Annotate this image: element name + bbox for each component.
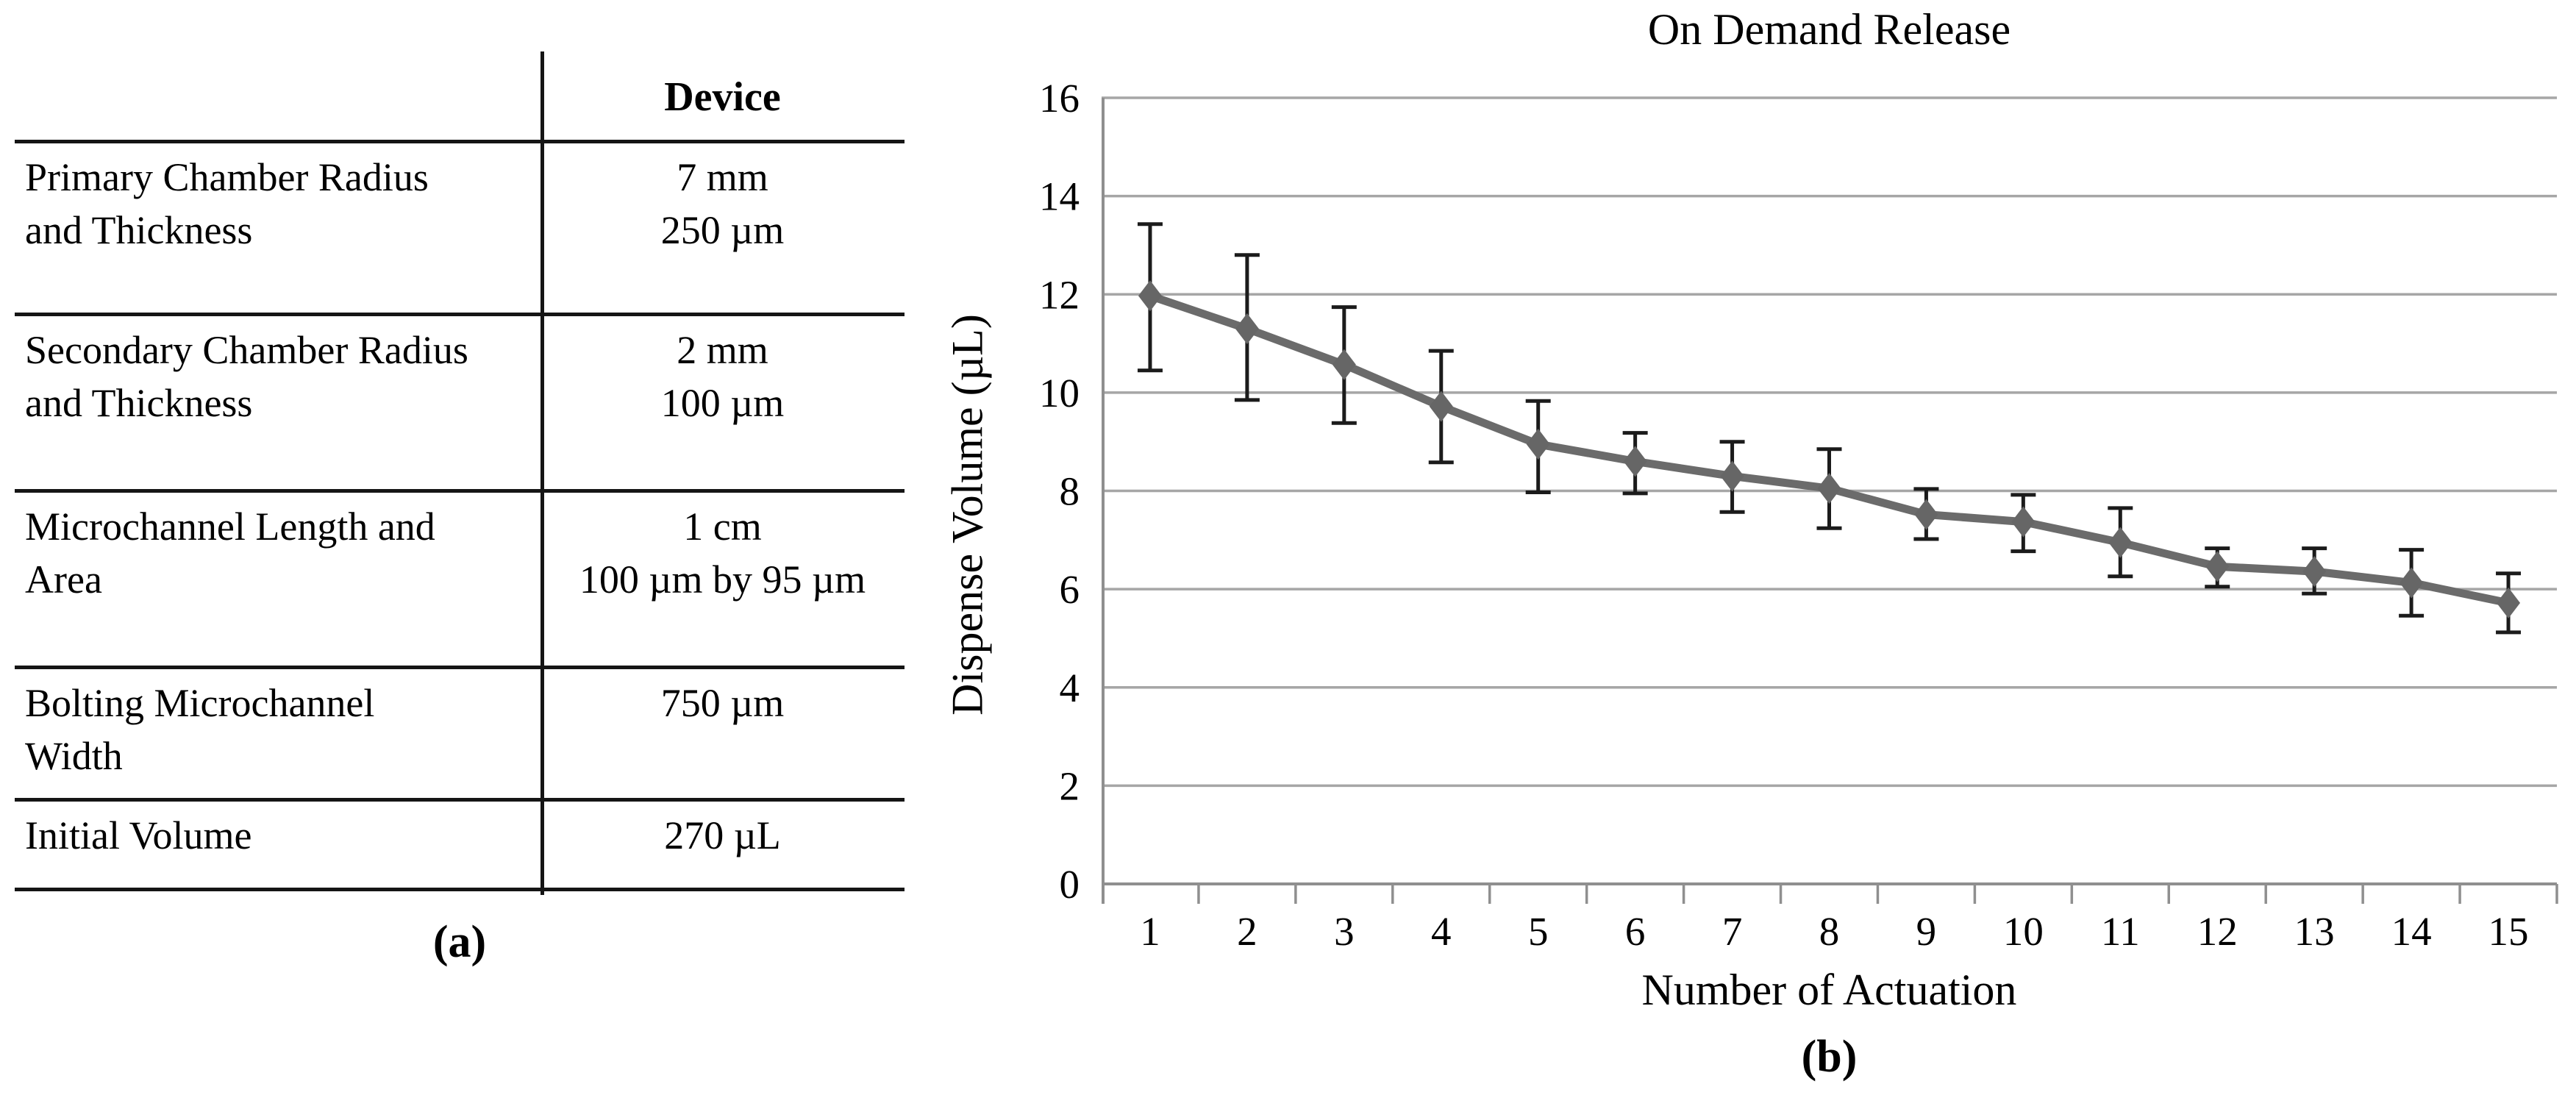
y-tick-label: 14 xyxy=(1039,174,1080,219)
data-point-marker xyxy=(1623,446,1647,477)
table-value-line: 100 µm by 95 µm xyxy=(579,557,866,602)
x-tick-label: 11 xyxy=(2101,909,2140,954)
table-vertical-rule xyxy=(540,51,544,895)
table-parameter-cell: Bolting Microchannel Width xyxy=(15,669,540,798)
data-point-marker xyxy=(1429,390,1453,422)
data-point-marker xyxy=(1720,460,1744,492)
data-point-marker xyxy=(1817,473,1841,504)
data-point-marker xyxy=(1526,429,1550,460)
table-value-line: 750 µm xyxy=(660,681,785,725)
table-header-row: Device xyxy=(15,51,905,140)
x-tick-label: 4 xyxy=(1431,909,1452,954)
table-parameter-line: Microchannel Length and xyxy=(25,504,435,549)
x-tick-label: 6 xyxy=(1625,909,1646,954)
table-value-cell: 270 µL xyxy=(540,802,905,888)
table-parameter-line: Secondary Chamber Radius xyxy=(25,328,468,372)
table-value-cell: 750 µm xyxy=(540,669,905,798)
table-value-cell: 2 mm 100 µm xyxy=(540,316,905,489)
x-tick-label: 5 xyxy=(1528,909,1549,954)
x-tick-label: 3 xyxy=(1334,909,1355,954)
table-value-cell: 7 mm 250 µm xyxy=(540,143,905,313)
table-value-line: 7 mm xyxy=(677,155,768,199)
table-parameter-line: and Thickness xyxy=(25,381,253,425)
y-tick-label: 2 xyxy=(1060,763,1080,808)
x-tick-label: 13 xyxy=(2294,909,2335,954)
data-point-marker xyxy=(2011,506,2036,538)
table-parameter-line: Area xyxy=(25,557,102,602)
table-parameter-cell: Initial Volume xyxy=(15,802,540,888)
table-value-line: 250 µm xyxy=(660,208,785,252)
y-tick-label: 16 xyxy=(1039,76,1080,121)
y-tick-label: 6 xyxy=(1060,567,1080,612)
data-point-marker xyxy=(2497,587,2521,618)
chart-title: On Demand Release xyxy=(1647,5,2011,54)
table-value-cell: 1 cm 100 µm by 95 µm xyxy=(540,493,905,666)
table-value-line: 270 µL xyxy=(664,813,781,857)
table-parameter-line: Bolting Microchannel xyxy=(25,681,375,725)
x-tick-label: 15 xyxy=(2488,909,2529,954)
y-tick-label: 4 xyxy=(1060,666,1080,710)
table-header-empty-cell xyxy=(15,51,540,140)
table-value-line: 1 cm xyxy=(683,504,762,549)
panel-b-caption: (b) xyxy=(1801,1032,1858,1082)
y-tick-label: 12 xyxy=(1039,272,1080,317)
data-point-marker xyxy=(1332,349,1356,380)
data-point-marker xyxy=(2108,527,2133,558)
table-row: Secondary Chamber Radius and Thickness 2 m… xyxy=(15,313,905,489)
table-parameter-cell: Primary Chamber Radius and Thickness xyxy=(15,143,540,313)
table-parameter-line: Width xyxy=(25,734,123,778)
x-tick-label: 14 xyxy=(2391,909,2432,954)
y-tick-label: 10 xyxy=(1039,371,1080,415)
data-point-marker xyxy=(1138,280,1162,312)
table-parameter-line: and Thickness xyxy=(25,208,253,252)
table-parameter-line: Initial Volume xyxy=(25,813,252,857)
device-parameters-table: Device Primary Chamber Radius and Thickne… xyxy=(15,51,905,891)
table-header-device: Device xyxy=(664,74,781,120)
data-point-marker xyxy=(1914,499,1938,530)
table-value-line: 100 µm xyxy=(660,381,785,425)
x-tick-label: 2 xyxy=(1237,909,1257,954)
table-row: Primary Chamber Radius and Thickness 7 mm 2… xyxy=(15,140,905,313)
table-parameter-cell: Microchannel Length and Area xyxy=(15,493,540,666)
table-parameter-cell: Secondary Chamber Radius and Thickness xyxy=(15,316,540,489)
data-point-marker xyxy=(2205,551,2230,582)
data-point-marker xyxy=(2302,556,2327,588)
y-axis-title: Dispense Volume (µL) xyxy=(943,314,992,716)
x-axis-title: Number of Actuation xyxy=(1641,966,2017,1014)
data-point-marker xyxy=(2400,567,2424,599)
table-value-line: 2 mm xyxy=(677,328,768,372)
x-tick-label: 9 xyxy=(1916,909,1937,954)
data-point-marker xyxy=(1235,313,1259,345)
x-tick-label: 10 xyxy=(2003,909,2044,954)
table-rows: Primary Chamber Radius and Thickness 7 mm 2… xyxy=(15,140,905,891)
x-tick-label: 1 xyxy=(1140,909,1160,954)
x-tick-label: 7 xyxy=(1722,909,1743,954)
table-row: Initial Volume 270 µL xyxy=(15,798,905,891)
table-parameter-line: Primary Chamber Radius xyxy=(25,155,429,199)
table-row: Microchannel Length and Area 1 cm 100 µm by… xyxy=(15,489,905,666)
y-tick-label: 8 xyxy=(1060,469,1080,514)
y-tick-label: 0 xyxy=(1060,862,1080,907)
x-tick-label: 12 xyxy=(2197,909,2238,954)
panel-a-caption: (a) xyxy=(432,917,487,967)
table-row: Bolting Microchannel Width 750 µm xyxy=(15,666,905,798)
x-tick-label: 8 xyxy=(1819,909,1840,954)
